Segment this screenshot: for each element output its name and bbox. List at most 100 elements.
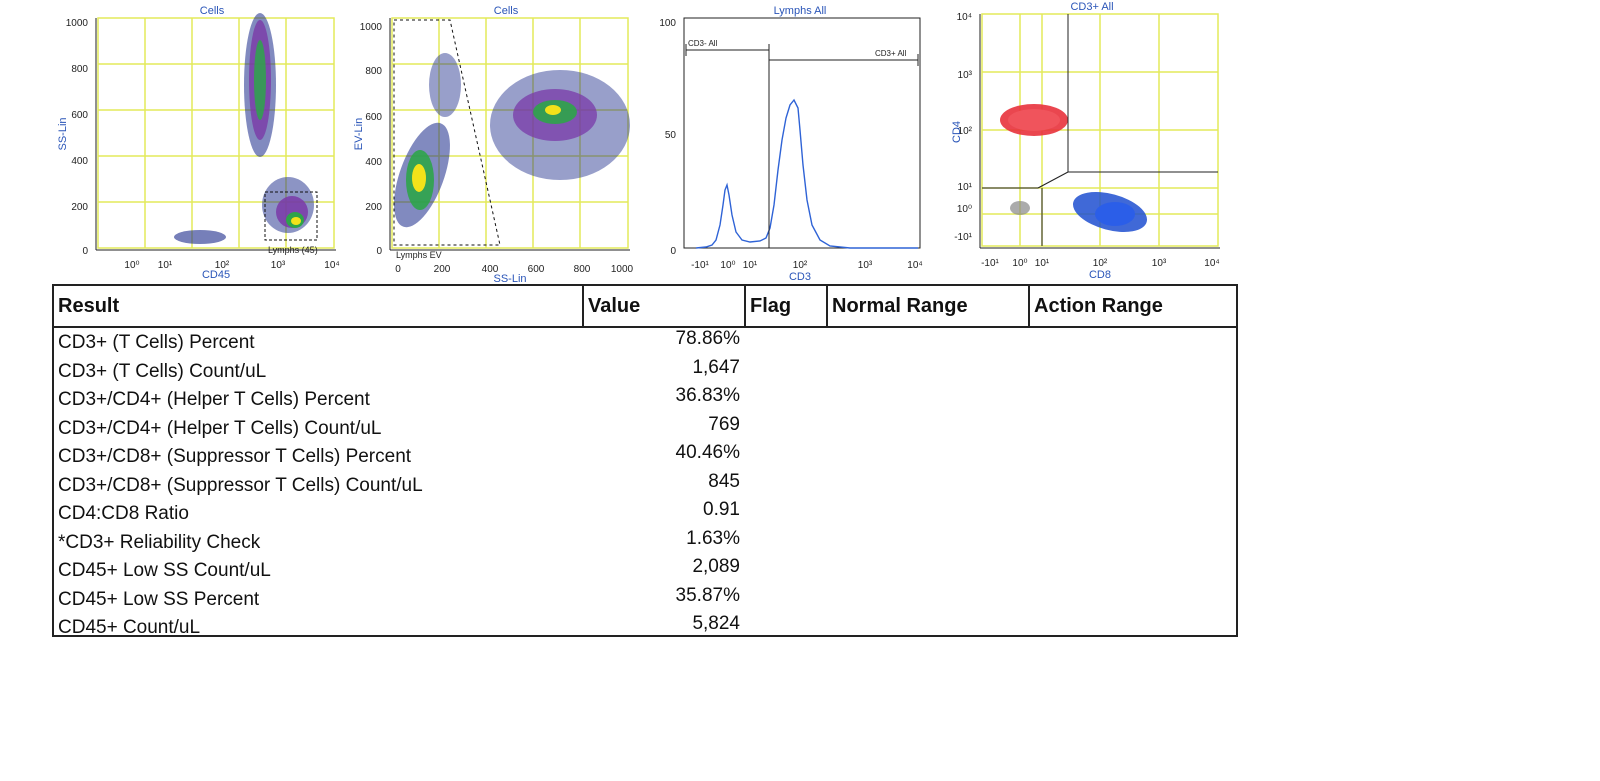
plot-title: Cells <box>494 5 519 17</box>
result-value: 1,647 <box>692 356 740 378</box>
table-row: CD3+ (T Cells) Percent 78.86% <box>54 328 1236 357</box>
header-value: Value <box>584 286 746 326</box>
y-tick: 400 <box>365 157 382 168</box>
x-tick: 10³ <box>1152 258 1167 269</box>
y-tick: 400 <box>71 156 88 167</box>
axes <box>389 18 630 251</box>
y-tick: 0 <box>670 246 676 257</box>
table-row: CD3+ (T Cells) Count/uL 1,647 <box>54 357 1236 386</box>
gate-label: Lymphs EV <box>396 250 442 260</box>
x-tick: 10² <box>215 260 230 271</box>
y-tick: 600 <box>365 112 382 123</box>
result-name: CD3+/CD4+ (Helper T Cells) Percent <box>58 389 370 410</box>
result-name: CD45+ Low SS Count/uL <box>58 560 271 581</box>
results-table: Result Value Flag Normal Range Action Ra… <box>52 284 1238 638</box>
gate-brackets <box>685 44 919 248</box>
x-tick: 10⁴ <box>324 260 339 271</box>
axes <box>95 18 336 251</box>
y-tick: 50 <box>665 130 677 141</box>
x-tick: 10¹ <box>158 260 173 271</box>
y-tick: 10³ <box>958 70 973 81</box>
result-name: CD3+/CD8+ (Suppressor T Cells) Count/uL <box>58 474 423 496</box>
result-name: CD3+/CD8+ (Suppressor T Cells) Percent <box>58 446 412 467</box>
result-name: CD3+ (T Cells) Count/uL <box>58 360 267 382</box>
y-axis-label: CD4 <box>951 121 963 143</box>
x-tick: 10¹ <box>743 260 758 271</box>
result-value: 78.86% <box>675 328 740 349</box>
result-name: CD3+/CD4+ (Helper T Cells) Count/uL <box>58 417 382 439</box>
x-tick: 10⁰ <box>124 260 139 271</box>
result-name: CD3+ (T Cells) Percent <box>58 332 255 353</box>
table-header: Result Value Flag Normal Range Action Ra… <box>54 286 1236 328</box>
x-tick: 10³ <box>858 260 873 271</box>
x-tick: 600 <box>528 264 545 275</box>
y-tick: 800 <box>71 64 88 75</box>
x-tick: 10⁰ <box>720 260 735 271</box>
result-value: 40.46% <box>675 442 740 463</box>
x-tick: -10¹ <box>691 260 709 271</box>
table-row: CD3+/CD4+ (Helper T Cells) Percent 36.83… <box>54 385 1236 414</box>
x-tick: 10⁴ <box>907 260 922 271</box>
x-axis-label: CD8 <box>1089 269 1111 281</box>
x-tick: 10² <box>793 260 808 271</box>
plot-cd8-cd4: CD3+ All <box>951 1 1220 281</box>
x-tick: 400 <box>482 264 499 275</box>
result-value: 36.83% <box>675 385 740 406</box>
table-body: CD3+ (T Cells) Percent 78.86% CD3+ (T Ce… <box>54 328 1236 642</box>
x-tick: 800 <box>574 264 591 275</box>
y-tick: 0 <box>376 246 382 257</box>
plot-ss-ev: Cells Lymphs EV 1000 <box>353 5 634 285</box>
x-tick: 10⁰ <box>1012 258 1027 269</box>
histogram-trace <box>695 98 918 249</box>
header-normal-range: Normal Range <box>828 286 1030 326</box>
table-row: CD3+/CD8+ (Suppressor T Cells) Percent 4… <box>54 442 1236 471</box>
plot-title: Cells <box>200 5 225 17</box>
result-value: 769 <box>708 413 740 435</box>
x-tick: 10³ <box>271 260 286 271</box>
x-axis-label: CD45 <box>202 269 230 281</box>
x-axis-label: SS-Lin <box>493 273 526 285</box>
gate-label-cd3-neg: CD3- All <box>688 39 718 48</box>
y-tick: 800 <box>365 66 382 77</box>
density-scatter <box>174 13 314 244</box>
table-row: CD3+/CD4+ (Helper T Cells) Count/uL 769 <box>54 414 1236 443</box>
y-tick: 10⁴ <box>957 12 972 23</box>
y-tick: 0 <box>82 246 88 257</box>
result-value: 0.91 <box>703 499 740 520</box>
y-tick: 200 <box>71 202 88 213</box>
y-tick: 10⁰ <box>957 204 972 215</box>
x-tick: 0 <box>395 264 401 275</box>
x-tick: 10⁴ <box>1204 258 1219 269</box>
gate-outline <box>393 19 501 246</box>
table-row: CD3+/CD8+ (Suppressor T Cells) Count/uL … <box>54 471 1236 500</box>
table-row: CD4:CD8 Ratio 0.91 <box>54 499 1236 528</box>
x-tick: -10¹ <box>981 258 999 269</box>
y-tick: 600 <box>71 110 88 121</box>
plot-title: Lymphs All <box>774 5 827 17</box>
flow-cytometry-plots: Cells Lymphs (45) 1000 <box>0 0 1600 290</box>
gate-box <box>264 191 318 241</box>
result-value: 35.87% <box>675 584 740 606</box>
x-axis-label: CD3 <box>789 271 811 283</box>
result-name: CD4:CD8 Ratio <box>58 503 189 524</box>
result-name: CD45+ Low SS Percent <box>58 588 260 610</box>
table-row: CD45+ Low SS Percent 35.87% <box>54 585 1236 614</box>
quadrant-gates <box>982 14 1218 246</box>
y-axis-label: SS-Lin <box>57 117 69 150</box>
y-axis-label: EV-Lin <box>353 118 365 150</box>
header-action-range: Action Range <box>1034 295 1163 317</box>
x-tick: 1000 <box>611 264 634 275</box>
y-tick: -10¹ <box>954 232 972 243</box>
y-tick: 10¹ <box>958 182 973 193</box>
y-tick: 1000 <box>360 22 383 33</box>
plot-frame <box>683 17 921 249</box>
y-tick: 100 <box>659 18 676 29</box>
result-value: 1.63% <box>686 527 740 549</box>
axes <box>979 14 1220 249</box>
result-value: 845 <box>708 470 740 492</box>
y-tick: 1000 <box>66 18 89 29</box>
header-flag: Flag <box>746 286 828 326</box>
table-row: CD45+ Count/uL 5,824 <box>54 613 1236 642</box>
plot-cd3-histogram: Lymphs All CD3- All CD3+ All 100 50 0 -1… <box>659 5 922 283</box>
result-name: *CD3+ Reliability Check <box>58 531 261 553</box>
